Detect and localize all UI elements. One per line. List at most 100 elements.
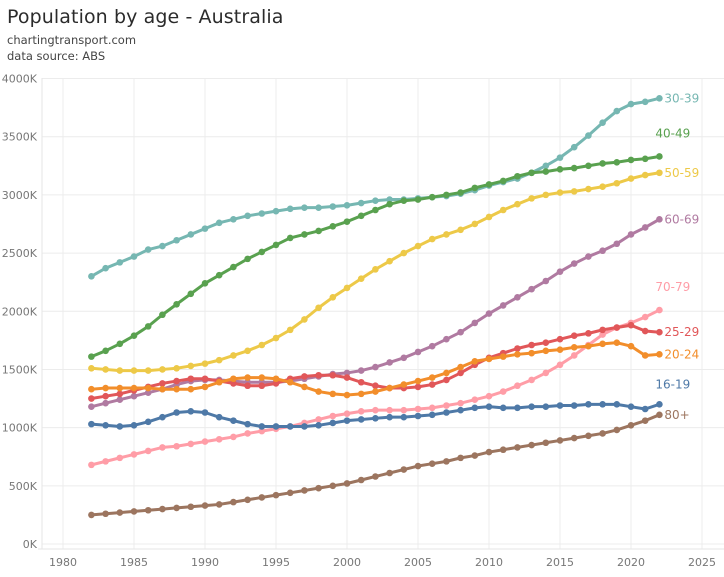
data-point xyxy=(244,382,251,390)
series-30-39 xyxy=(88,94,663,280)
data-point xyxy=(88,403,95,410)
data-point xyxy=(585,401,592,408)
series-labels: 30-39 40-49 50-59 60-69 70-79 25-29 20-24 16-19… xyxy=(655,91,699,422)
data-point xyxy=(599,331,606,338)
data-point xyxy=(656,169,663,177)
data-point xyxy=(215,271,223,279)
data-point xyxy=(570,352,578,359)
data-point xyxy=(144,389,152,397)
series-label: 70-79 xyxy=(655,280,690,294)
data-point xyxy=(315,416,322,423)
data-point xyxy=(102,421,109,429)
data-point xyxy=(542,369,550,377)
data-point xyxy=(386,257,393,265)
data-point xyxy=(102,458,109,465)
data-point xyxy=(641,171,649,179)
data-point xyxy=(159,505,166,513)
data-point xyxy=(556,361,564,369)
data-point xyxy=(613,240,621,248)
data-point xyxy=(357,416,365,423)
data-point xyxy=(641,155,649,163)
data-point xyxy=(627,231,635,238)
data-point xyxy=(173,236,180,244)
data-point xyxy=(201,502,209,509)
data-point xyxy=(514,382,521,390)
x-tick-label: 1980 xyxy=(49,556,77,569)
x-axis-ticks: 1980 1985 1990 1995 2000 2005 2010 2015 2020 2025 xyxy=(49,556,716,569)
series-label: 50-59 xyxy=(664,166,699,180)
data-point xyxy=(88,420,95,428)
data-point xyxy=(329,371,337,379)
x-tick-label: 1985 xyxy=(120,556,148,569)
data-point xyxy=(556,268,564,275)
data-point xyxy=(641,352,649,359)
data-point xyxy=(428,411,436,419)
data-point xyxy=(443,376,450,384)
data-point xyxy=(286,205,294,213)
x-tick-label: 2020 xyxy=(617,556,645,569)
series-label: 60-69 xyxy=(664,212,699,226)
data-point xyxy=(258,382,266,390)
data-point xyxy=(301,373,308,380)
data-point xyxy=(414,412,422,420)
data-point xyxy=(414,462,422,470)
data-point xyxy=(372,406,379,414)
data-point xyxy=(585,342,592,350)
series-20-24 xyxy=(88,339,663,399)
y-tick-label: 0K xyxy=(23,538,38,551)
data-point xyxy=(258,374,266,381)
data-point xyxy=(528,285,535,293)
data-point xyxy=(215,378,223,386)
data-point xyxy=(656,94,663,102)
data-point xyxy=(471,404,479,412)
data-point xyxy=(386,406,393,414)
data-point xyxy=(116,384,124,392)
x-tick-label: 2010 xyxy=(475,556,503,569)
data-point xyxy=(343,480,351,487)
data-point xyxy=(130,508,138,515)
data-point xyxy=(301,204,308,211)
data-point xyxy=(230,417,237,424)
data-point xyxy=(428,381,436,388)
data-point xyxy=(343,218,351,225)
data-point xyxy=(187,290,195,298)
data-point xyxy=(286,326,294,334)
data-point xyxy=(528,341,535,349)
data-point xyxy=(130,367,138,374)
data-point xyxy=(542,339,550,346)
data-point xyxy=(116,390,124,398)
data-point xyxy=(542,439,550,447)
data-point xyxy=(159,444,166,451)
data-point xyxy=(102,264,109,272)
data-point xyxy=(116,367,124,374)
data-point xyxy=(116,509,124,516)
data-point xyxy=(343,369,351,377)
data-point xyxy=(215,413,223,421)
data-point xyxy=(499,404,507,412)
data-point xyxy=(187,231,195,238)
data-point xyxy=(599,119,606,127)
data-point xyxy=(400,197,408,204)
data-point xyxy=(130,384,138,392)
data-point xyxy=(258,427,266,435)
data-point xyxy=(599,183,606,191)
data-point xyxy=(656,351,663,358)
data-point xyxy=(656,401,663,408)
data-point xyxy=(301,423,308,430)
data-point xyxy=(514,444,521,451)
data-point xyxy=(457,406,464,414)
data-point xyxy=(414,377,422,385)
data-point xyxy=(144,323,152,330)
data-point xyxy=(173,385,180,393)
data-point xyxy=(585,253,592,260)
data-point xyxy=(173,300,180,308)
data-point xyxy=(329,390,337,398)
y-tick-label: 2000K xyxy=(2,305,38,318)
data-point xyxy=(400,381,408,388)
data-point xyxy=(343,391,351,399)
data-point xyxy=(542,277,550,285)
data-point xyxy=(187,375,195,383)
data-point xyxy=(159,311,166,319)
series-line xyxy=(89,154,661,359)
data-point xyxy=(556,437,564,444)
